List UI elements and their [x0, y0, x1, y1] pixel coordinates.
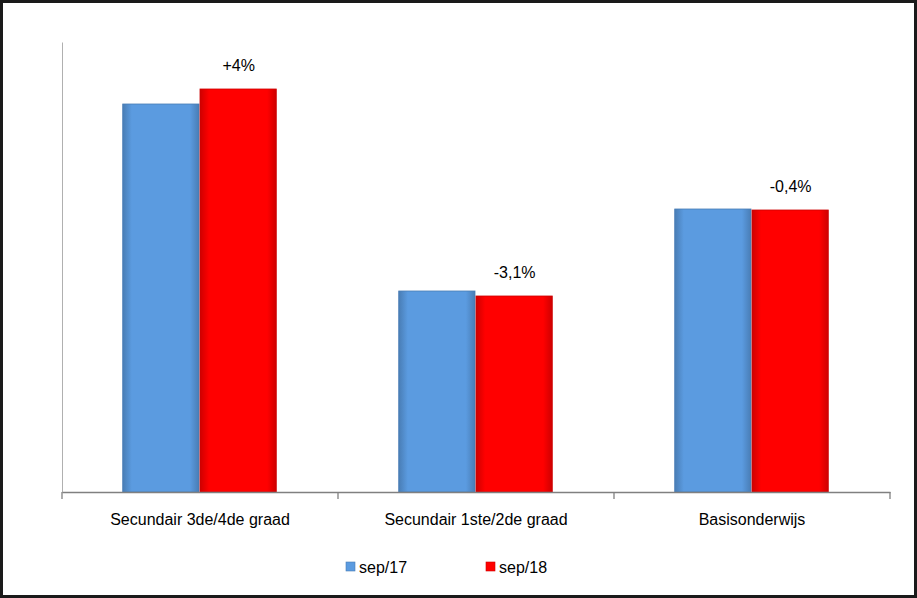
legend-item: sep/17	[346, 559, 407, 576]
legend-label: sep/18	[499, 559, 547, 576]
x-tick: Secundair 1ste/2de graad	[384, 492, 567, 528]
axis-separator	[61, 492, 62, 499]
axis-separator	[613, 492, 614, 499]
annotation: -3,1%	[494, 264, 536, 281]
legend-item: sep/18	[486, 559, 547, 576]
bar	[399, 291, 475, 492]
bar	[675, 209, 751, 492]
legend-swatch	[346, 562, 355, 571]
frame	[2, 2, 916, 597]
x-axis: Secundair 3de/4de graad Secundair 1ste/2d…	[63, 492, 891, 528]
bar	[752, 210, 828, 492]
bar	[123, 104, 199, 492]
legend-swatch	[486, 562, 495, 571]
bar	[200, 89, 276, 492]
annotations: +4% -3,1% -0,4%	[222, 57, 811, 281]
y-axis-line	[62, 43, 63, 493]
axis-separator	[337, 492, 338, 499]
x-axis-line	[63, 492, 891, 493]
y-axis	[62, 43, 63, 493]
bars	[123, 89, 829, 492]
x-tick: Basisonderwijs	[699, 492, 806, 528]
legend: sep/17 sep/18	[346, 559, 547, 576]
annotation: +4%	[222, 57, 254, 74]
bar	[476, 296, 552, 492]
x-tick-label: Basisonderwijs	[699, 511, 806, 528]
legend-label: sep/17	[359, 559, 407, 576]
x-tick-label: Secundair 1ste/2de graad	[384, 511, 567, 528]
separators	[62, 492, 890, 499]
chart: Secundair 3de/4de graad Secundair 1ste/2d…	[0, 0, 917, 598]
x-tick: Secundair 3de/4de graad	[110, 492, 290, 528]
axis-separator	[889, 492, 890, 499]
annotation: -0,4%	[770, 178, 812, 195]
x-tick-label: Secundair 3de/4de graad	[110, 511, 290, 528]
